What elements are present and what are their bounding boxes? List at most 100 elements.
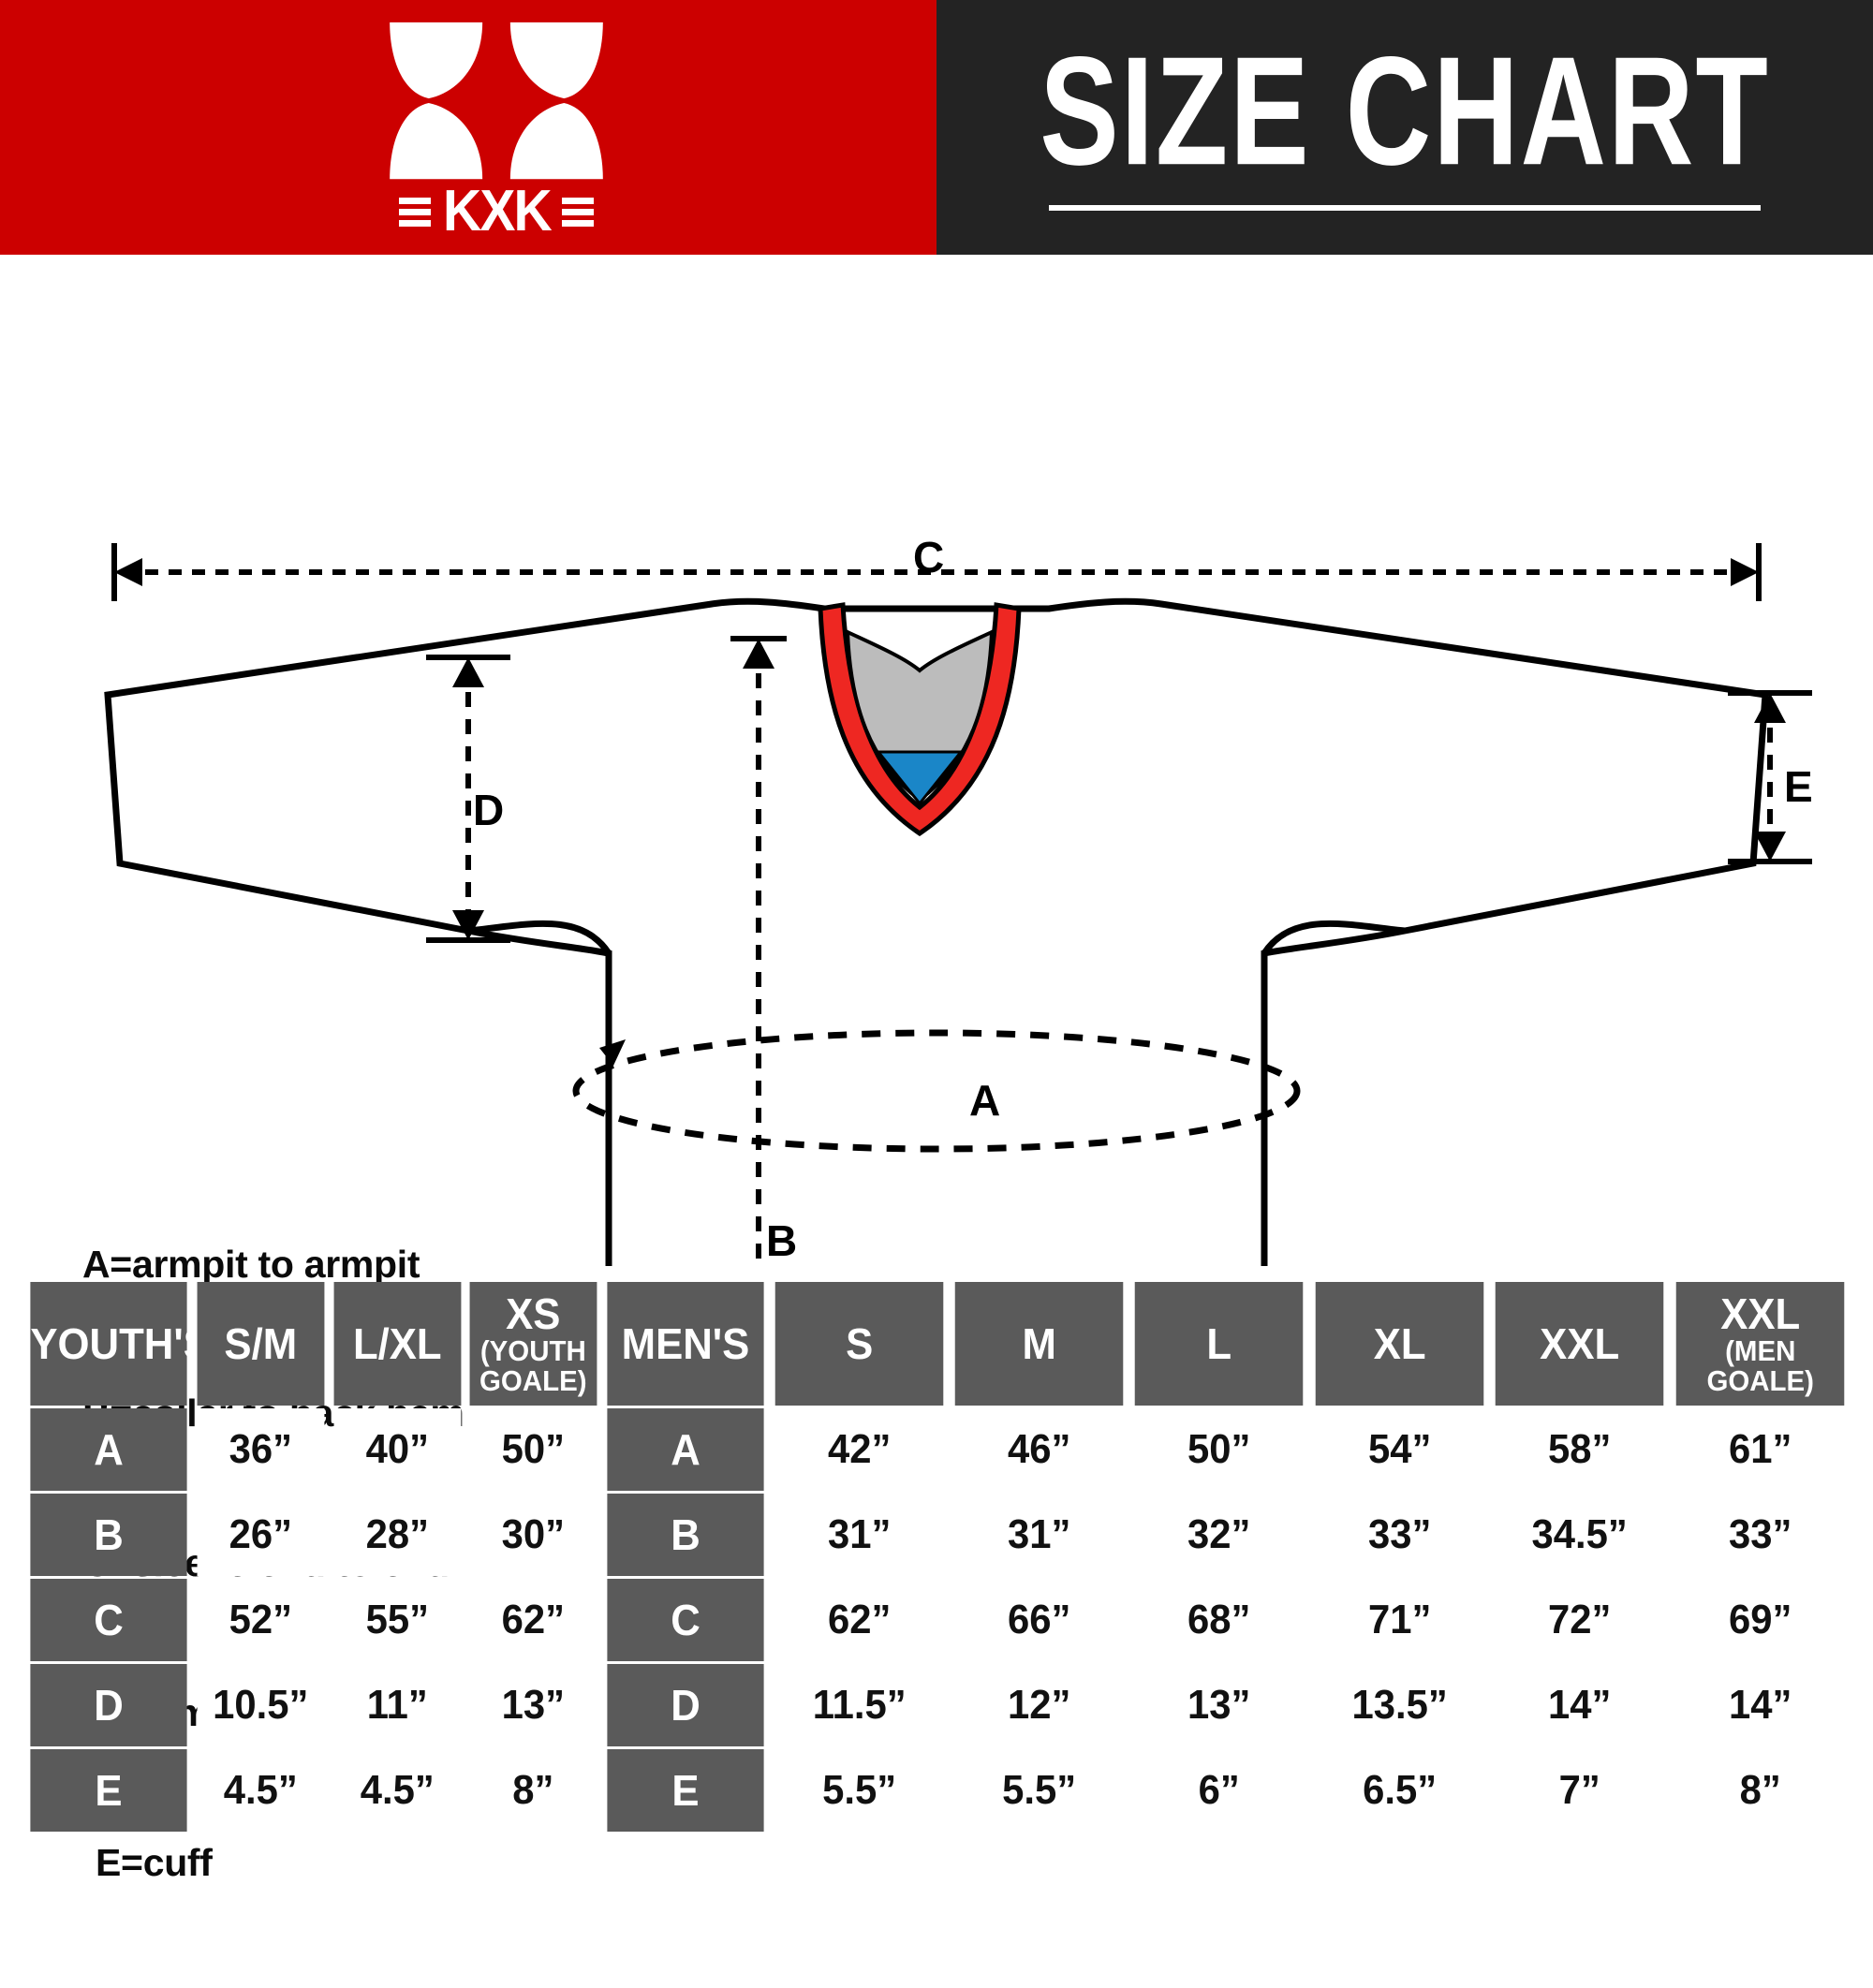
page-header: KXK SIZE CHART [0, 0, 1873, 255]
wordmark-text: KXK [442, 179, 553, 244]
collar-accent-triangle [875, 750, 965, 806]
legend-item-e: E=cuff [96, 1841, 213, 1885]
cell-mens-E-3: 6.5” [1315, 1749, 1484, 1832]
header-mens-col-5: XXL (MEN GOALE) [1675, 1282, 1845, 1406]
cell-mens-D-1: 12” [954, 1664, 1124, 1746]
header-mens-group: MEN'S [607, 1282, 764, 1406]
cell-youth-B-1: 28” [333, 1494, 461, 1576]
wordmark-right-bars-icon [562, 198, 595, 228]
cell-youth-C-0: 52” [197, 1579, 325, 1661]
header-mens-col-1: M [954, 1282, 1124, 1406]
cell-mens-E-4: 7” [1495, 1749, 1664, 1832]
table-header-row: YOUTH'S S/M L/XL XS (YOUTH GOALE) MEN'S S M L XL X… [26, 1282, 1849, 1406]
cell-youth-A-2: 50” [469, 1408, 597, 1491]
cell-youth-E-0: 4.5” [197, 1749, 325, 1832]
brand-panel: KXK [0, 0, 936, 255]
row-label-mens-D: D [607, 1664, 764, 1746]
cell-mens-A-1: 46” [954, 1408, 1124, 1491]
legend-item-a: A=armpit to armpit [82, 1242, 420, 1286]
dimension-label-a: A [969, 1076, 1001, 1125]
header-youth-col-2-sub: (YOUTH GOALE) [479, 1333, 587, 1397]
table-row: E 4.5” 4.5” 8” E 5.5” 5.5” 6” 6.5” 7” 8” [26, 1749, 1849, 1832]
cell-mens-C-2: 68” [1135, 1579, 1305, 1661]
cell-mens-D-4: 14” [1495, 1664, 1664, 1746]
row-label-mens-C: C [607, 1579, 764, 1661]
cell-mens-A-2: 50” [1135, 1408, 1305, 1491]
header-youth-col-1: L/XL [333, 1282, 461, 1406]
table-row: B 26” 28” 30” B 31” 31” 32” 33” 34.5” 33” [26, 1494, 1849, 1576]
row-label-youth-D: D [30, 1664, 187, 1746]
row-label-mens-A: A [607, 1408, 764, 1491]
cell-mens-D-5: 14” [1675, 1664, 1845, 1746]
header-mens-col-3: XL [1315, 1282, 1484, 1406]
header-youth-col-2: XS (YOUTH GOALE) [469, 1282, 597, 1406]
header-youth-col-0: S/M [197, 1282, 325, 1406]
cell-youth-E-1: 4.5” [333, 1749, 461, 1832]
table-row: D 10.5” 11” 13” D 11.5” 12” 13” 13.5” 14” 14” [26, 1664, 1849, 1746]
dimension-label-d: D [473, 786, 505, 834]
cell-mens-E-5: 8” [1675, 1749, 1845, 1832]
cell-mens-C-1: 66” [954, 1579, 1124, 1661]
brand-wordmark: KXK [398, 179, 595, 244]
brand-logo: KXK [356, 15, 637, 244]
row-label-youth-B: B [30, 1494, 187, 1576]
size-table: YOUTH'S S/M L/XL XS (YOUTH GOALE) MEN'S S M L XL X… [23, 1279, 1851, 1834]
cell-youth-C-1: 55” [333, 1579, 461, 1661]
title-panel: SIZE CHART [936, 0, 1873, 255]
dimension-label-e: E [1784, 762, 1813, 811]
cell-mens-B-3: 33” [1315, 1494, 1484, 1576]
right-sleeve-seam [1261, 920, 1406, 956]
dimension-b-arrow [730, 636, 787, 1266]
cell-mens-D-3: 13.5” [1315, 1664, 1484, 1746]
dimension-d-arrow [426, 655, 510, 943]
cell-mens-B-1: 31” [954, 1494, 1124, 1576]
row-label-mens-B: B [607, 1494, 764, 1576]
dimension-c-arrow [111, 543, 1762, 601]
dimension-a-ellipse [572, 1029, 1301, 1153]
jersey-body-outline [104, 597, 1769, 1266]
cell-mens-D-0: 11.5” [774, 1664, 944, 1746]
left-sleeve-seam [467, 920, 612, 956]
cell-youth-D-0: 10.5” [197, 1664, 325, 1746]
cell-youth-B-2: 30” [469, 1494, 597, 1576]
jersey-illustration [104, 543, 1812, 1266]
cell-mens-C-5: 69” [1675, 1579, 1845, 1661]
cell-mens-E-0: 5.5” [774, 1749, 944, 1832]
cell-mens-B-4: 34.5” [1495, 1494, 1664, 1576]
title-underline [1049, 205, 1761, 211]
row-label-youth-E: E [30, 1749, 187, 1832]
cell-mens-C-4: 72” [1495, 1579, 1664, 1661]
header-youth-group: YOUTH'S [30, 1282, 211, 1406]
cell-mens-C-0: 62” [774, 1579, 944, 1661]
table-row: A 36” 40” 50” A 42” 46” 50” 54” 58” 61” [26, 1408, 1849, 1491]
cell-mens-C-3: 71” [1315, 1579, 1484, 1661]
cell-mens-A-0: 42” [774, 1408, 944, 1491]
header-mens-col-4: XXL [1495, 1282, 1664, 1406]
cell-mens-D-2: 13” [1135, 1664, 1305, 1746]
cell-mens-E-1: 5.5” [954, 1749, 1124, 1832]
cell-youth-A-1: 40” [333, 1408, 461, 1491]
row-label-youth-C: C [30, 1579, 187, 1661]
cell-mens-B-2: 32” [1135, 1494, 1305, 1576]
header-mens-col-2: L [1135, 1282, 1305, 1406]
row-label-mens-E: E [607, 1749, 764, 1832]
dimension-label-b: B [766, 1216, 798, 1265]
cell-mens-A-5: 61” [1675, 1408, 1845, 1491]
cell-youth-C-2: 62” [469, 1579, 597, 1661]
cell-mens-A-4: 58” [1495, 1408, 1664, 1491]
cell-mens-B-5: 33” [1675, 1494, 1845, 1576]
dimension-label-c: C [913, 533, 945, 582]
cell-mens-B-0: 31” [774, 1494, 944, 1576]
header-mens-col-0: S [774, 1282, 944, 1406]
cell-youth-B-0: 26” [197, 1494, 325, 1576]
wordmark-left-bars-icon [398, 198, 431, 228]
dimension-e-arrow [1728, 690, 1812, 864]
cell-youth-A-0: 36” [197, 1408, 325, 1491]
cell-mens-A-3: 54” [1315, 1408, 1484, 1491]
page-title: SIZE CHART [1040, 24, 1770, 198]
size-table-container: YOUTH'S S/M L/XL XS (YOUTH GOALE) MEN'S S M L XL X… [23, 1279, 1851, 1834]
row-label-youth-A: A [30, 1408, 187, 1491]
cell-mens-E-2: 6” [1135, 1749, 1305, 1832]
cell-youth-D-2: 13” [469, 1664, 597, 1746]
cell-youth-E-2: 8” [469, 1749, 597, 1832]
